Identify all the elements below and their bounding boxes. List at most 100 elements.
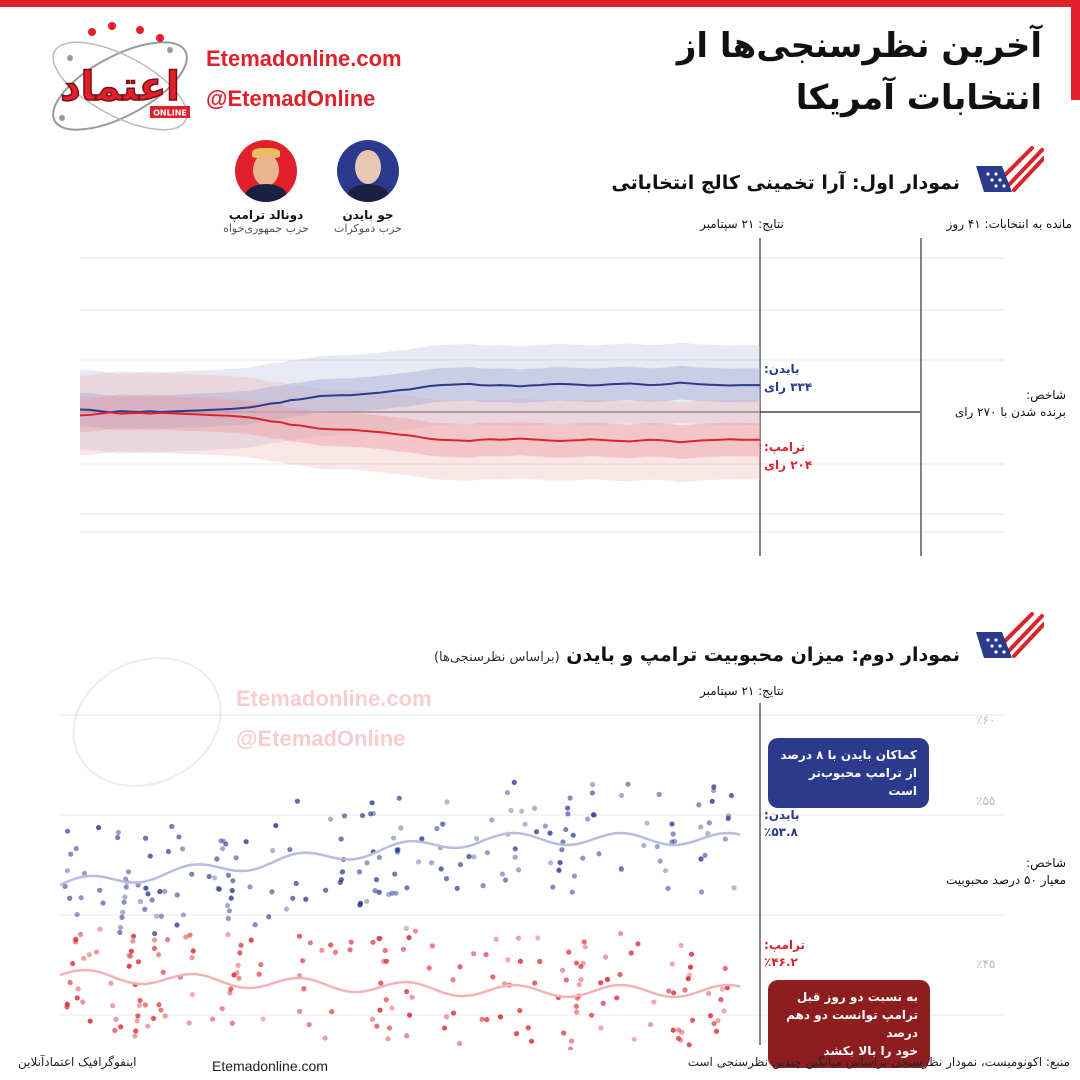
chart2-biden-poll-dot — [444, 799, 450, 805]
chart2-trump-poll-dot — [189, 955, 195, 961]
chart2-trump-poll-dot — [189, 991, 195, 998]
chart2-trump-poll-dot — [580, 960, 586, 966]
chart2-biden-poll-dot — [165, 848, 172, 855]
chart2-trump-poll-dot — [404, 1033, 410, 1039]
watermark-handle: @EtemadOnline — [236, 726, 406, 751]
chart2-trump-poll-dot — [301, 986, 307, 992]
chart2-biden-poll-dot — [206, 873, 212, 880]
chart2-trump-poll-dot — [248, 937, 254, 943]
chart2-trump-poll-dot — [135, 959, 142, 965]
chart2-trump-poll-dot — [186, 1020, 192, 1026]
chart2-trump-poll-dot — [347, 947, 353, 953]
chart2-trump-poll-dot — [97, 926, 103, 932]
chart1-biden-band-outer — [80, 342, 760, 453]
chart2-trump-poll-dot — [150, 1015, 157, 1022]
site-url[interactable]: Etemadonline.com — [206, 46, 402, 71]
chart2-trump-poll-dot — [86, 952, 92, 958]
chart2-trump-poll-dot — [635, 941, 641, 947]
chart2-trump-poll-dot — [160, 969, 166, 975]
chart2-biden-poll-dot — [293, 880, 299, 887]
chart2-trump-poll-dot — [450, 977, 456, 983]
chart2-trump-poll-dot — [227, 990, 233, 996]
chart2-trump-poll-dot — [647, 1021, 654, 1028]
chart2-biden-poll-dot — [471, 854, 477, 860]
chart2-biden-poll-dot — [117, 929, 123, 936]
chart2-biden-poll-dot — [356, 869, 363, 875]
chart2-biden-poll-dot — [115, 829, 121, 836]
logo-sub: ONLINE — [153, 109, 187, 118]
chart2-biden-poll-dot — [533, 829, 540, 835]
chart2-biden-poll-dot — [512, 854, 518, 860]
etemad-logo: اعتماد ONLINE — [52, 22, 190, 131]
chart2-trump-poll-dot — [598, 980, 604, 986]
chart2-biden-poll-dot — [502, 877, 509, 883]
chart2-trump-poll-dot — [711, 1020, 717, 1027]
chart2-biden-poll-dot — [338, 836, 344, 842]
chart2-biden-poll-dot — [669, 839, 675, 845]
chart2-trump-poll-dot — [563, 977, 569, 983]
chart2-trump-poll-dot — [156, 952, 162, 958]
chart2-trump-poll-dot — [666, 988, 672, 994]
chart2-title-main: نمودار دوم: میزان محبوبیت ترامپ و بایدن — [566, 644, 960, 666]
chart2-trump-poll-dot — [457, 964, 463, 970]
chart2-biden-poll-dot — [162, 888, 168, 894]
chart2-trump-poll-dot — [156, 1002, 162, 1008]
chart2-trump-poll-dot — [112, 1027, 118, 1033]
chart2-biden-poll-dot — [372, 888, 378, 894]
top-accent-bar — [0, 0, 1080, 7]
chart2-biden-poll-dot — [119, 914, 125, 920]
chart2-biden-value: ٪۵۳.۸ — [764, 825, 798, 839]
chart2-biden-poll-dot — [466, 853, 472, 860]
chart2-trump-poll-dot — [483, 951, 489, 958]
chart2-trump-poll-dot — [128, 953, 134, 959]
chart2-biden-poll-dot — [339, 869, 346, 875]
chart2-trump-note: به نسبت دو روز قبل ترامپ توانست دو دهم د… — [768, 980, 930, 1068]
chart2-biden-poll-dot — [120, 909, 126, 915]
chart2-trump-poll-dot — [479, 1016, 485, 1022]
chart2-trump-poll-dot — [456, 1040, 463, 1047]
chart2-trump-poll-dot — [87, 1018, 93, 1024]
chart2-biden-poll-dot — [596, 851, 602, 857]
chart2-trump-poll-dot — [513, 1031, 520, 1037]
chart2-trump-poll-dot — [537, 958, 543, 965]
chart2-biden-poll-dot — [504, 789, 511, 796]
chart2-trump-poll-dot — [374, 1023, 380, 1029]
chart2-trump-poll-dot — [686, 972, 693, 978]
chart1-biden-line — [79, 381, 760, 414]
chart2-biden-poll-dot — [457, 861, 464, 868]
chart2-trump-poll-dot — [126, 952, 132, 959]
chart2-biden-poll-dot — [364, 860, 370, 866]
chart2-biden-poll-dot — [233, 855, 239, 861]
chart2-biden-poll-dot — [368, 811, 374, 817]
chart2-trump-poll-dot — [389, 1005, 395, 1011]
chart2-biden-poll-dot — [711, 787, 717, 794]
biden-avatar-icon — [337, 140, 399, 202]
chart2-popularity-plot — [59, 703, 1005, 1050]
chart2-biden-poll-dot — [672, 838, 678, 844]
chart2-biden-poll-dot — [225, 915, 231, 921]
chart2-trump-poll-dot — [471, 951, 477, 957]
chart2-biden-poll-dot — [81, 870, 88, 876]
chart2-biden-poll-dot — [149, 897, 155, 903]
chart2-biden-poll-dot — [327, 816, 334, 822]
footer-site[interactable]: Etemadonline.com — [212, 1058, 328, 1074]
chart2-trump-poll-dot — [328, 942, 334, 948]
chart2-trump-poll-dot — [670, 1027, 676, 1033]
chart2-biden-poll-dot — [511, 779, 517, 785]
chart2-biden-poll-dot — [64, 868, 71, 874]
chart2-trump-poll-dot — [296, 933, 303, 939]
chart2-trump-poll-dot — [617, 930, 624, 937]
site-handle[interactable]: @EtemadOnline — [206, 86, 376, 111]
chart2-trump-poll-dot — [110, 1003, 116, 1009]
chart2-trump-poll-dot — [297, 1008, 303, 1015]
chart2-threshold-text: معیار ۵۰ درصد محبوبیت — [946, 873, 1066, 887]
chart2-biden-poll-dot — [570, 832, 576, 838]
chart2-trump-poll-dot — [682, 987, 688, 993]
chart2-biden-poll-dot — [571, 873, 578, 879]
chart2-biden-poll-dot — [641, 842, 647, 849]
chart2-trump-poll-dot — [569, 1038, 575, 1044]
chart2-biden-poll-dot — [147, 853, 153, 859]
chart2-trump-poll-dot — [370, 939, 376, 945]
chart1-threshold-text: برنده شدن با ۲۷۰ رای — [954, 405, 1066, 419]
chart2-trump-poll-dot — [719, 986, 725, 992]
